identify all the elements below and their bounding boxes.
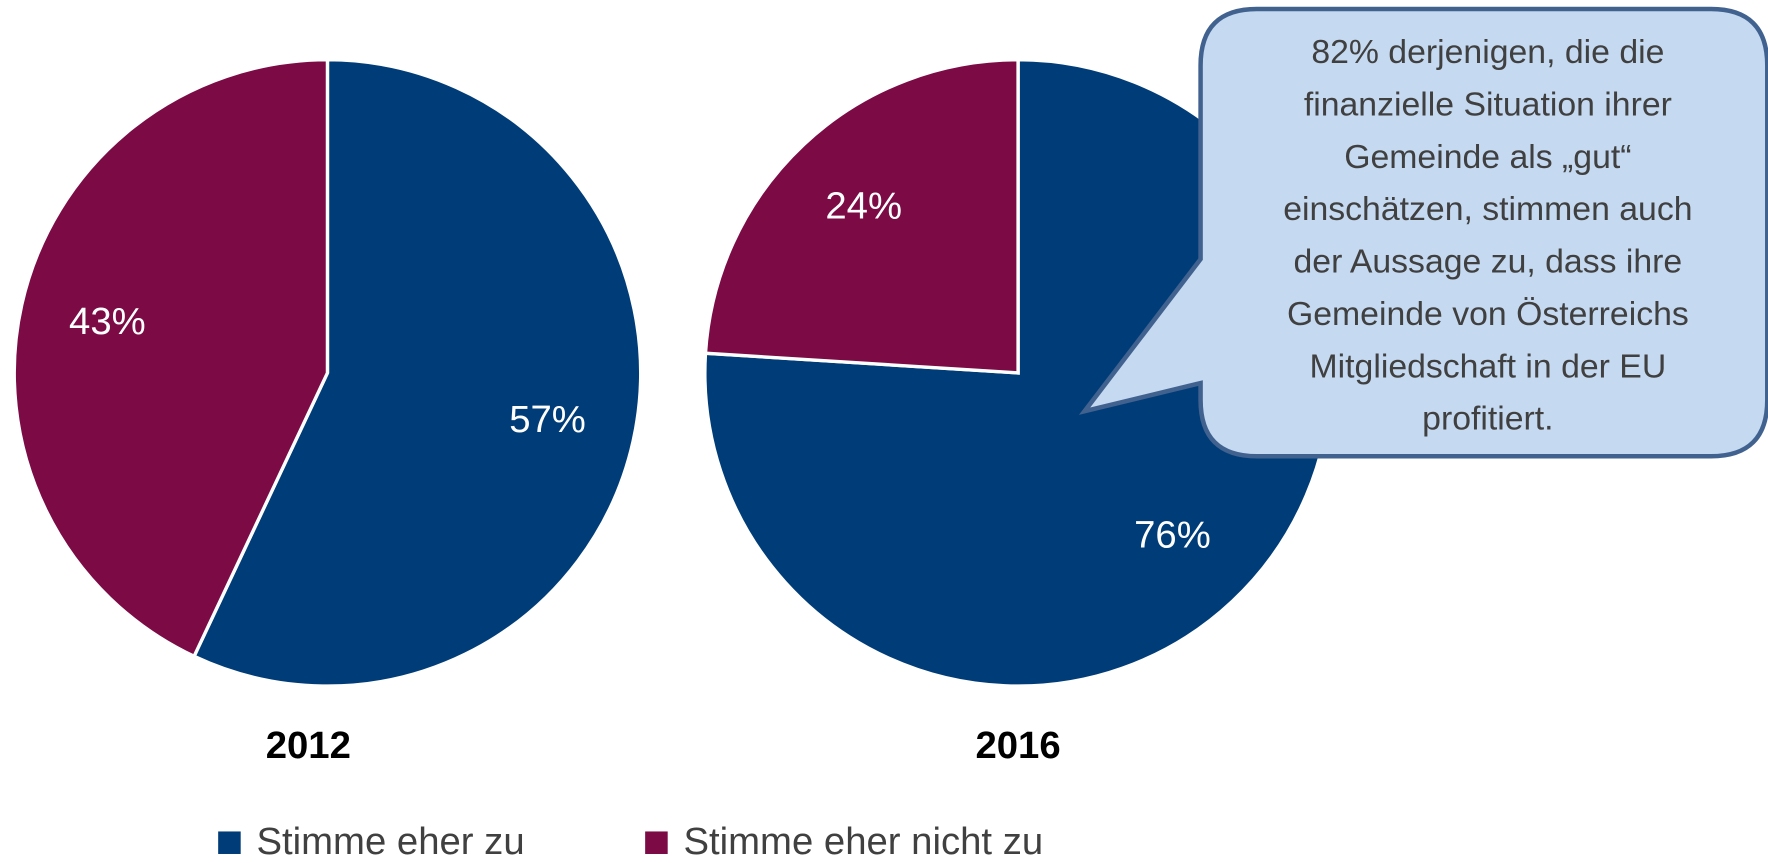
annotation-line: 82% derjenigen, die die [1311, 33, 1664, 71]
legend-label: Stimme eher zu [256, 820, 524, 863]
annotation-line: einschätzen, stimmen auch [1283, 190, 1692, 228]
annotation-line: finanzielle Situation ihrer [1304, 85, 1672, 123]
pie-slice [12, 58, 330, 659]
annotation-line: Mitgliedschaft in der EU [1310, 347, 1667, 385]
chart-title: 2012 [266, 724, 351, 767]
pie-slice [703, 58, 1020, 375]
pie-slice [191, 58, 643, 688]
legend-label: Stimme eher nicht zu [683, 820, 1043, 863]
legend-swatch [645, 831, 668, 854]
chart-title: 2016 [975, 724, 1060, 767]
annotation-line: profitiert. [1422, 400, 1553, 438]
data-label: 43% [69, 300, 146, 343]
annotation-line: der Aussage zu, dass ihre [1294, 243, 1683, 281]
annotation-line: Gemeinde als „gut“ [1344, 138, 1631, 176]
callout-box [1078, 6, 1768, 459]
data-label: 76% [1134, 513, 1211, 556]
legend-swatch [218, 831, 241, 854]
data-label: 57% [509, 398, 586, 441]
annotation-line: Gemeinde von Österreichs [1287, 295, 1689, 333]
data-label: 24% [825, 185, 902, 228]
